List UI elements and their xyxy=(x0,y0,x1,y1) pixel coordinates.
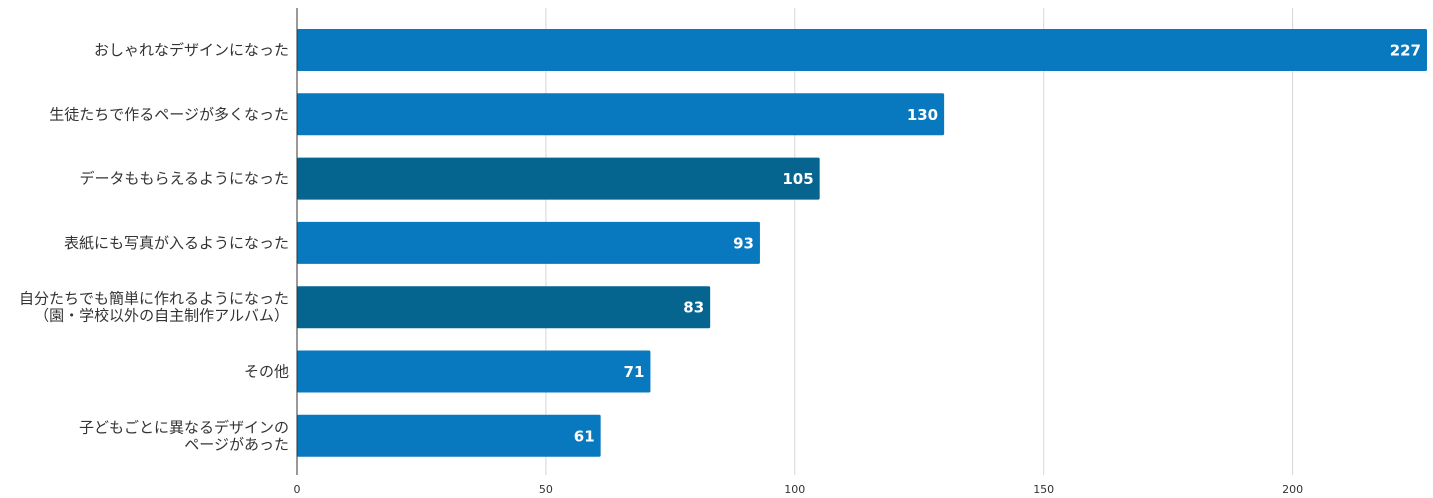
data-label: 130 xyxy=(907,106,938,124)
category-label-line: おしゃれなデザインになった xyxy=(94,41,289,59)
category-label-line: 自分たちでも簡単に作れるようになった xyxy=(19,290,289,308)
category-label: 自分たちでも簡単に作れるようになった（園・学校以外の自主制作アルバム） xyxy=(19,290,289,325)
bar xyxy=(297,157,820,200)
x-tick-label: 50 xyxy=(539,483,553,496)
category-label: 子どもごとに異なるデザインのページがあった xyxy=(79,418,289,453)
category-label: その他 xyxy=(244,363,289,381)
bar xyxy=(297,350,651,393)
category-label-line: ページがあった xyxy=(184,435,289,453)
category-label-line: その他 xyxy=(244,363,289,381)
data-label: 61 xyxy=(574,427,595,445)
data-label: 71 xyxy=(624,363,645,381)
category-label-line: （園・学校以外の自主制作アルバム） xyxy=(34,307,289,325)
bar xyxy=(297,221,760,264)
data-label: 227 xyxy=(1390,42,1421,60)
data-label: 83 xyxy=(683,299,704,317)
x-tick-label: 100 xyxy=(784,483,805,496)
bar xyxy=(297,93,945,136)
category-label-line: 表紙にも写真が入るようになった xyxy=(64,234,289,252)
x-tick-label: 150 xyxy=(1033,483,1054,496)
category-label-line: 生徒たちで作るページが多くなった xyxy=(49,105,289,123)
category-label: 生徒たちで作るページが多くなった xyxy=(49,105,289,123)
bar xyxy=(297,286,711,329)
category-label: データももらえるようになった xyxy=(79,170,289,188)
data-label: 93 xyxy=(733,234,754,252)
data-label: 105 xyxy=(782,170,813,188)
bar xyxy=(297,29,1427,71)
category-label: 表紙にも写真が入るようになった xyxy=(64,234,289,252)
x-tick-label: 0 xyxy=(294,483,301,496)
category-label: おしゃれなデザインになった xyxy=(94,41,289,59)
x-tick-label: 200 xyxy=(1282,483,1303,496)
category-label-line: データももらえるようになった xyxy=(79,170,289,188)
category-label-line: 子どもごとに異なるデザインの xyxy=(79,418,289,436)
bar xyxy=(297,414,601,457)
